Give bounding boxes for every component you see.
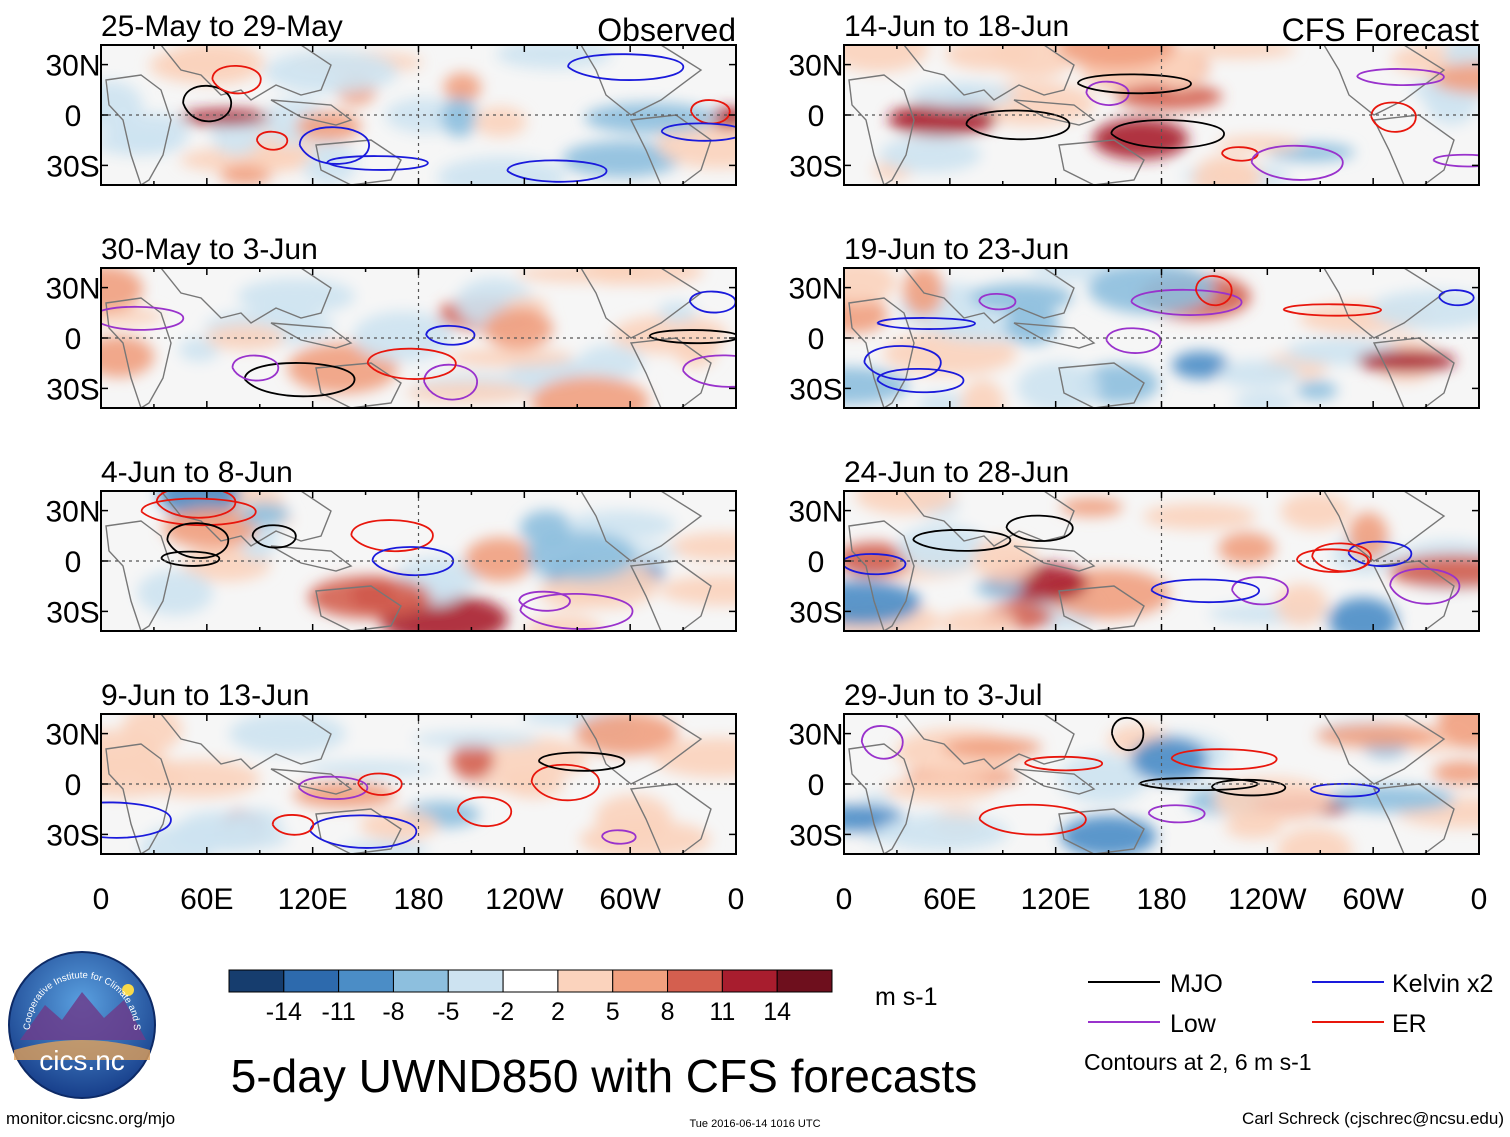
colorbar-tick-label: 11: [709, 998, 735, 1026]
left-3-period-title: 9-Jun to 13-Jun: [101, 679, 309, 712]
lat-label: 30N: [788, 719, 843, 752]
lat-label: 30S: [789, 596, 842, 629]
left-3-panel: 30N 0 30S 9-Jun to 13-Jun: [45, 679, 737, 855]
colorbar-tick-label: 14: [763, 998, 791, 1026]
left-2-period-title: 4-Jun to 8-Jun: [101, 456, 293, 489]
left-1-period-title: 30-May to 3-Jun: [101, 233, 318, 266]
colorbar-units: m s-1: [875, 983, 938, 1011]
right-1-period-title: 19-Jun to 23-Jun: [844, 233, 1069, 266]
legend-low-label: Low: [1170, 1010, 1217, 1038]
lat-label: 30N: [45, 496, 100, 529]
right-2-period-title: 24-Jun to 28-Jun: [844, 456, 1069, 489]
left-0-panel: 30N 0 30S 25-May to 29-May Observed: [45, 10, 737, 186]
lat-label: 30S: [46, 373, 99, 406]
right-2-panel: 30N 0 30S 24-Jun to 28-Jun: [788, 456, 1480, 632]
lon-label: 120W: [1228, 883, 1307, 916]
lat-label: 0: [808, 546, 825, 579]
lon-label: 0: [728, 883, 745, 916]
colorbar-tick-label: -11: [321, 998, 355, 1026]
lat-label: 30S: [789, 819, 842, 852]
colorbar-tick-label: -2: [492, 998, 514, 1026]
lon-label: 120W: [485, 883, 564, 916]
right-3-panel: 30N 0 30S 29-Jun to 3-Jul: [788, 679, 1480, 855]
lat-label: 30N: [788, 50, 843, 83]
lat-label: 30S: [789, 373, 842, 406]
right-0-panel: 30N 0 30S 14-Jun to 18-Jun CFS Forecast: [788, 10, 1480, 186]
right-0-source-label: CFS Forecast: [1282, 12, 1479, 48]
colorbar-tick-label: 2: [551, 998, 565, 1026]
right-0-period-title: 14-Jun to 18-Jun: [844, 10, 1069, 43]
colorbar-swatch: [447, 969, 504, 993]
legend: MJO Kelvin x2 Low ER Contours at 2, 6 m …: [1084, 970, 1493, 1075]
lon-label: 60E: [180, 883, 233, 916]
lat-label: 0: [65, 769, 82, 802]
legend-mjo-label: MJO: [1170, 970, 1223, 998]
logo-text: cics.nc: [39, 1045, 125, 1076]
colorbar-swatch: [283, 969, 340, 993]
lat-label: 0: [808, 323, 825, 356]
lat-label: 30N: [45, 273, 100, 306]
lat-label: 30S: [46, 819, 99, 852]
legend-kelvin-label: Kelvin x2: [1392, 970, 1493, 998]
colorbar-swatch: [721, 969, 778, 993]
left-1-panel: 30N 0 30S 30-May to 3-Jun: [45, 233, 737, 409]
lon-label: 180: [1136, 883, 1186, 916]
lat-label: 0: [65, 546, 82, 579]
colorbar-tick-label: -8: [382, 998, 404, 1026]
colorbar-swatch: [502, 969, 559, 993]
colorbar-tick-label: -5: [437, 998, 459, 1026]
lon-label: 180: [393, 883, 443, 916]
right-1-panel: 30N 0 30S 19-Jun to 23-Jun: [788, 233, 1480, 409]
left-0-period-title: 25-May to 29-May: [101, 10, 343, 43]
colorbar-tick-label: -14: [266, 998, 302, 1026]
lon-label: 0: [93, 883, 110, 916]
left-0-source-label: Observed: [597, 12, 736, 48]
colorbar-swatch: [392, 969, 449, 993]
legend-er-label: ER: [1392, 1010, 1427, 1038]
colorbar-tick-label: 8: [661, 998, 675, 1026]
lon-label: 60W: [1342, 883, 1404, 916]
colorbar-tick-label: 5: [606, 998, 620, 1026]
footer-timestamp: Tue 2016-06-14 1016 UTC: [689, 1118, 820, 1130]
sun-icon: [122, 984, 134, 996]
lat-label: 0: [808, 100, 825, 133]
lat-label: 0: [65, 323, 82, 356]
colorbar-swatch: [776, 969, 833, 993]
lon-label: 120E: [278, 883, 348, 916]
footer-author: Carl Schreck (cjschrec@ncsu.edu): [1242, 1109, 1504, 1128]
lon-label: 0: [836, 883, 853, 916]
lat-label: 30N: [45, 719, 100, 752]
right-3-period-title: 29-Jun to 3-Jul: [844, 679, 1042, 712]
colorbar-swatch: [667, 969, 723, 993]
lon-label: 60W: [599, 883, 661, 916]
colorbar-swatch: [338, 969, 394, 993]
colorbar: -14 -11 -8 -5 -2 2 5 8 11 14 m s-1: [228, 969, 938, 1026]
lat-label: 0: [65, 100, 82, 133]
legend-note: Contours at 2, 6 m s-1: [1084, 1049, 1312, 1075]
lat-label: 30S: [46, 150, 99, 183]
footer-url[interactable]: monitor.cicsnc.org/mjo: [6, 1109, 175, 1128]
lon-label: 120E: [1021, 883, 1091, 916]
colorbar-swatch: [228, 969, 285, 993]
lon-label: 60E: [923, 883, 976, 916]
lat-label: 0: [808, 769, 825, 802]
lat-label: 30N: [788, 273, 843, 306]
figure-title: 5-day UWND850 with CFS forecasts: [231, 1050, 977, 1102]
lat-label: 30N: [788, 496, 843, 529]
lat-label: 30N: [45, 50, 100, 83]
colorbar-swatch: [612, 969, 669, 993]
colorbar-swatch: [557, 969, 614, 993]
lat-label: 30S: [46, 596, 99, 629]
left-2-panel: 30N 0 30S 4-Jun to 8-Jun: [45, 456, 737, 632]
lon-label: 0: [1471, 883, 1488, 916]
lat-label: 30S: [789, 150, 842, 183]
